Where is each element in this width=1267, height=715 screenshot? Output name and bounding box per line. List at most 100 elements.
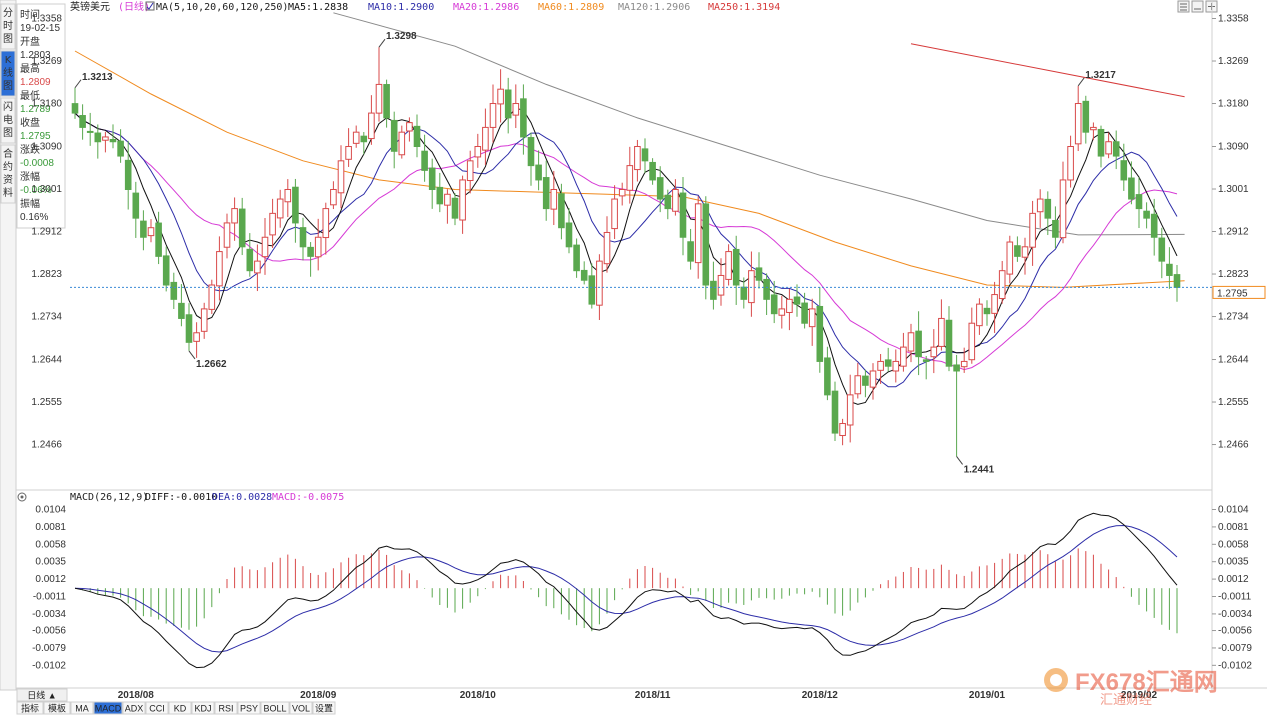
- candle-14[interactable]: [178, 284, 185, 327]
- candle-135[interactable]: [1097, 125, 1105, 168]
- candle-130[interactable]: [1059, 161, 1067, 244]
- candle-61[interactable]: [535, 150, 542, 191]
- bottom-tab-bar[interactable]: 日线 ▲ 指标 模板 MA MACD ADX CCI KD KDJ RSI PSY BOLL VOL 设置: [16, 688, 336, 715]
- candle-15[interactable]: [185, 303, 193, 351]
- bottom-tab-7[interactable]: [168, 701, 192, 715]
- candle-64[interactable]: [558, 183, 565, 240]
- candle-81[interactable]: [687, 228, 694, 270]
- bottom-tab-2[interactable]: [43, 701, 71, 715]
- candle-65[interactable]: [565, 208, 573, 254]
- candle-40[interactable]: [375, 47, 383, 122]
- bottom-tab-1[interactable]: [16, 701, 44, 715]
- candle-29[interactable]: [292, 178, 299, 243]
- candle-24[interactable]: [254, 244, 261, 292]
- candle-57[interactable]: [504, 77, 512, 134]
- candle-103[interactable]: [854, 362, 862, 399]
- candle-28[interactable]: [284, 179, 292, 218]
- candle-8[interactable]: [132, 181, 140, 238]
- candle-12[interactable]: [162, 246, 170, 292]
- candle-68[interactable]: [588, 263, 596, 309]
- candle-118[interactable]: [968, 307, 976, 364]
- candle-4[interactable]: [102, 131, 109, 153]
- candle-78[interactable]: [664, 189, 672, 220]
- candle-42[interactable]: [390, 111, 398, 169]
- candle-117[interactable]: [960, 347, 968, 373]
- candle-60[interactable]: [527, 132, 535, 186]
- bottom-tab-4[interactable]: [93, 701, 123, 715]
- candle-17[interactable]: [200, 302, 208, 339]
- side-tab-2[interactable]: [0, 97, 16, 144]
- candle-134[interactable]: [1090, 122, 1097, 141]
- candle-31[interactable]: [307, 242, 314, 277]
- candle-109[interactable]: [900, 332, 907, 372]
- settings-gear-icon[interactable]: [17, 492, 27, 502]
- bottom-tab-11[interactable]: [260, 701, 290, 715]
- candle-48[interactable]: [436, 172, 444, 213]
- candle-119[interactable]: [976, 298, 983, 335]
- candle-73[interactable]: [626, 146, 634, 204]
- candle-140[interactable]: [1135, 177, 1143, 228]
- candle-54[interactable]: [482, 108, 489, 166]
- candle-62[interactable]: [542, 160, 550, 221]
- candle-105[interactable]: [869, 363, 877, 400]
- candle-122[interactable]: [998, 260, 1006, 304]
- bottom-tab-3[interactable]: [70, 701, 94, 715]
- candle-132[interactable]: [1074, 85, 1082, 152]
- candle-116[interactable]: [953, 354, 960, 457]
- candle-90[interactable]: [755, 252, 763, 289]
- candle-76[interactable]: [649, 158, 656, 185]
- candle-107[interactable]: [884, 347, 892, 372]
- candle-37[interactable]: [352, 125, 360, 148]
- candle-96[interactable]: [801, 292, 808, 329]
- candle-27[interactable]: [276, 189, 284, 228]
- candle-13[interactable]: [170, 272, 178, 310]
- candle-66[interactable]: [573, 238, 580, 278]
- candle-128[interactable]: [1044, 191, 1052, 236]
- candle-10[interactable]: [147, 219, 155, 243]
- candle-110[interactable]: [907, 323, 915, 363]
- window-buttons[interactable]: [1177, 0, 1218, 13]
- candle-43[interactable]: [398, 125, 406, 159]
- candle-88[interactable]: [740, 277, 748, 309]
- candle-82[interactable]: [694, 196, 702, 279]
- candle-141[interactable]: [1143, 202, 1150, 229]
- candle-23[interactable]: [246, 233, 254, 277]
- ma-checkbox-icon[interactable]: [145, 1, 155, 11]
- candle-126[interactable]: [1029, 200, 1036, 266]
- candle-59[interactable]: [520, 84, 527, 155]
- minimize-button[interactable]: [1191, 0, 1204, 13]
- candle-142[interactable]: [1150, 198, 1158, 256]
- candle-87[interactable]: [732, 235, 740, 305]
- bottom-tab-0[interactable]: [16, 688, 68, 702]
- candle-6[interactable]: [117, 129, 124, 163]
- candle-19[interactable]: [216, 236, 223, 301]
- candle-85[interactable]: [717, 258, 725, 306]
- candle-108[interactable]: [892, 349, 900, 383]
- candle-5[interactable]: [109, 124, 117, 149]
- candle-124[interactable]: [1014, 236, 1021, 262]
- candle-11[interactable]: [155, 211, 162, 265]
- candle-120[interactable]: [983, 300, 991, 326]
- candle-91[interactable]: [763, 273, 770, 316]
- bottom-tab-12[interactable]: [289, 701, 313, 715]
- candle-94[interactable]: [786, 288, 793, 331]
- candle-49[interactable]: [444, 189, 451, 224]
- candle-2[interactable]: [86, 112, 94, 146]
- candle-83[interactable]: [702, 196, 710, 300]
- price-panel[interactable]: 1.3213 1.2662 1.3298 1.2441 1.3217 1.2795: [70, 12, 1266, 476]
- candle-30[interactable]: [299, 217, 307, 261]
- candle-25[interactable]: [261, 217, 269, 275]
- candle-123[interactable]: [1006, 235, 1014, 284]
- bottom-tab-8[interactable]: [191, 701, 215, 715]
- candle-55[interactable]: [489, 84, 497, 143]
- candle-45[interactable]: [413, 114, 421, 158]
- candle-18[interactable]: [208, 279, 216, 314]
- candle-3[interactable]: [94, 124, 102, 159]
- candle-50[interactable]: [451, 193, 459, 226]
- candle-106[interactable]: [877, 354, 884, 384]
- candle-143[interactable]: [1158, 227, 1166, 279]
- candle-1[interactable]: [79, 104, 86, 140]
- candle-121[interactable]: [991, 281, 998, 333]
- candle-129[interactable]: [1052, 206, 1059, 249]
- candle-145[interactable]: [1173, 265, 1181, 302]
